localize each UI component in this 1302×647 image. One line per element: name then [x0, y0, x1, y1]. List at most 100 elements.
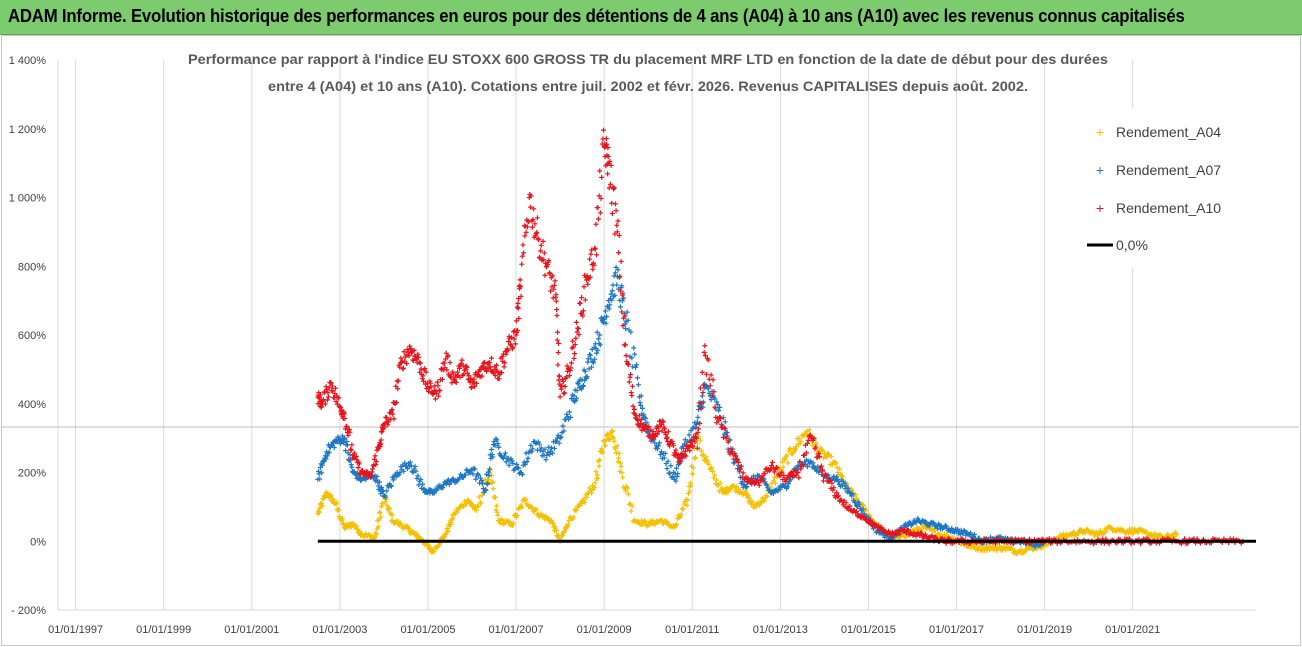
interpolated-point: [553, 298, 559, 304]
interpolated-point: [317, 392, 323, 398]
interpolated-point: [565, 414, 571, 420]
interpolated-point: [695, 440, 701, 446]
interpolated-point: [1069, 533, 1075, 539]
interpolated-point: [410, 358, 416, 364]
interpolated-point: [556, 373, 562, 379]
interpolated-point: [617, 273, 623, 279]
interpolated-point: [319, 503, 325, 509]
interpolated-point: [823, 472, 829, 478]
interpolated-point: [485, 480, 491, 486]
interpolated-point: [612, 446, 618, 452]
interpolated-point: [415, 473, 421, 479]
interpolated-point: [683, 453, 689, 459]
interpolated-point: [370, 466, 376, 472]
interpolated-point: [744, 484, 750, 490]
interpolated-point: [595, 205, 601, 211]
interpolated-point: [667, 471, 673, 477]
interpolated-point: [1076, 530, 1082, 536]
interpolated-point: [590, 360, 596, 366]
interpolated-point: [472, 384, 478, 390]
interpolated-point: [580, 313, 586, 319]
interpolated-point: [378, 504, 384, 510]
interpolated-point: [589, 247, 595, 253]
interpolated-point: [588, 251, 594, 257]
interpolated-point: [315, 469, 321, 475]
interpolated-point: [519, 505, 525, 511]
interpolated-point: [439, 376, 445, 382]
interpolated-point: [760, 478, 766, 484]
interpolated-point: [428, 384, 434, 390]
interpolated-point: [817, 454, 823, 460]
interpolated-point: [607, 158, 613, 164]
y-tick-label: 200%: [18, 468, 46, 480]
interpolated-point: [642, 519, 648, 525]
interpolated-point: [482, 359, 488, 365]
data-point: [702, 353, 708, 359]
interpolated-point: [784, 453, 790, 459]
interpolated-point: [876, 528, 882, 534]
series-a07: [315, 264, 1048, 550]
interpolated-point: [546, 258, 552, 264]
interpolated-point: [453, 379, 459, 385]
interpolated-point: [484, 481, 490, 487]
interpolated-point: [761, 498, 767, 504]
interpolated-point: [768, 466, 774, 472]
interpolated-point: [595, 336, 601, 342]
interpolated-point: [828, 453, 834, 459]
interpolated-point: [330, 388, 336, 394]
interpolated-point: [643, 415, 649, 421]
interpolated-point: [602, 308, 608, 314]
interpolated-point: [906, 519, 912, 525]
y-axis-ticks: 1 400% 1 200% 1 000% 800% 600% 400% 200% 0% - 20…: [9, 55, 47, 617]
interpolated-point: [694, 419, 700, 425]
interpolated-point: [373, 531, 379, 537]
interpolated-point: [567, 368, 573, 374]
interpolated-point: [664, 434, 670, 440]
interpolated-point: [588, 488, 594, 494]
interpolated-point: [560, 379, 566, 385]
interpolated-point: [434, 379, 440, 385]
interpolated-point: [720, 434, 726, 440]
interpolated-point: [619, 298, 625, 304]
interpolated-point: [385, 419, 391, 425]
interpolated-point: [468, 500, 474, 506]
interpolated-point: [860, 506, 866, 512]
interpolated-point: [621, 311, 627, 317]
interpolated-point: [328, 493, 334, 499]
interpolated-point: [785, 484, 791, 490]
interpolated-point: [511, 336, 517, 342]
interpolated-point: [696, 407, 702, 413]
interpolated-point: [689, 443, 695, 449]
interpolated-point: [807, 427, 813, 433]
interpolated-point: [375, 524, 381, 530]
data-point: [434, 390, 440, 396]
interpolated-point: [662, 450, 668, 456]
interpolated-point: [700, 452, 706, 458]
interpolated-point: [624, 309, 630, 315]
interpolated-point: [487, 364, 493, 370]
interpolated-point: [501, 453, 507, 459]
x-tick-label: 01/01/2017: [929, 624, 984, 636]
interpolated-point: [487, 466, 493, 472]
interpolated-point: [572, 342, 578, 348]
interpolated-point: [609, 288, 615, 294]
interpolated-point: [584, 374, 590, 380]
interpolated-point: [637, 400, 643, 406]
interpolated-point: [599, 315, 605, 321]
interpolated-point: [853, 508, 859, 514]
legend-box: [1058, 108, 1248, 268]
interpolated-point: [641, 412, 647, 418]
interpolated-point: [732, 451, 738, 457]
data-point: [579, 377, 585, 383]
y-tick-label: 400%: [18, 399, 46, 411]
data-point: [368, 473, 374, 479]
interpolated-point: [612, 292, 618, 298]
interpolated-point: [656, 443, 662, 449]
interpolated-point: [717, 404, 723, 410]
data-point: [341, 411, 347, 417]
interpolated-point: [516, 315, 522, 321]
interpolated-point: [521, 250, 527, 256]
interpolated-point: [587, 352, 593, 358]
interpolated-point: [468, 375, 474, 381]
interpolated-point: [614, 443, 620, 449]
